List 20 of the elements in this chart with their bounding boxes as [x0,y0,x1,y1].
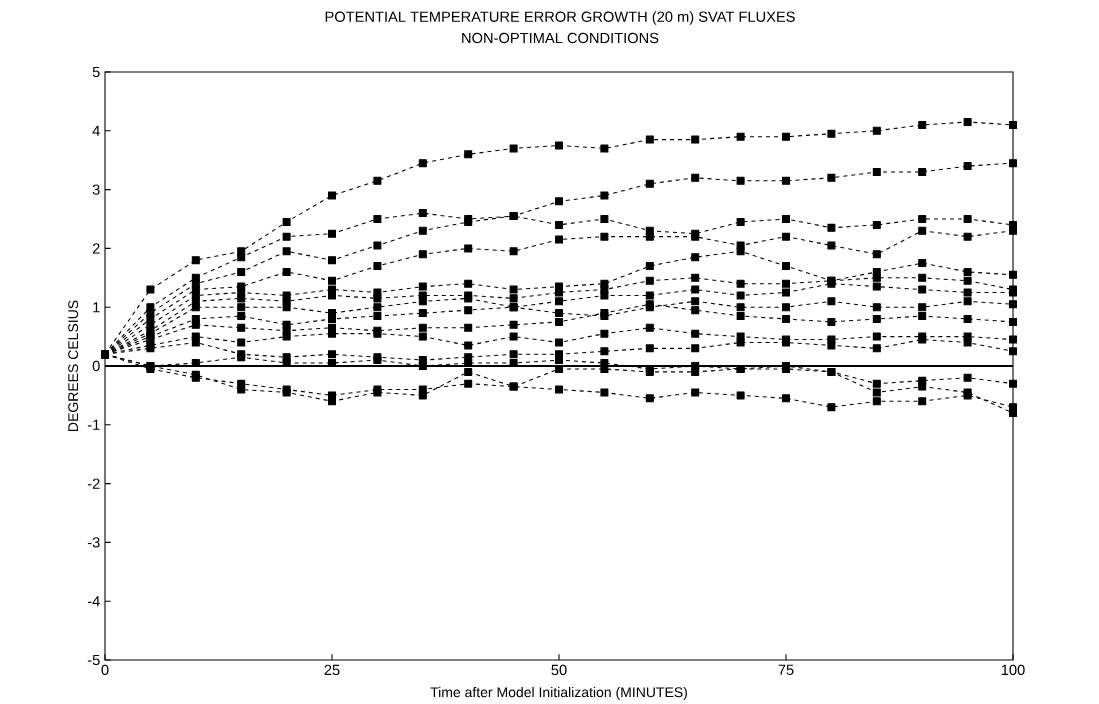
x-tick-label: 100 [1001,664,1025,675]
x-tick-label: 25 [324,664,340,675]
chart-title: POTENTIAL TEMPERATURE ERROR GROWTH (20 m) SVAT FLUXES [325,10,795,25]
x-axis-title: Time after Model Initialization (MINUTES) [430,686,687,700]
y-tick-label: 5 [92,66,100,77]
y-tick-label: 1 [93,301,100,313]
y-tick-label: -2 [87,478,100,489]
y-tick-label: 2 [92,243,100,254]
y-tick-label: -3 [87,537,100,548]
y-axis-title: DEGREES CELSIUS [68,300,79,431]
y-tick-label: -4 [87,595,100,607]
x-tick-label: 75 [778,664,794,675]
y-tick-label: 3 [92,184,100,195]
y-tick-label: -5 [87,654,100,665]
x-tick-label: 0 [101,664,109,675]
y-tick-label: -1 [87,419,100,430]
chart-subtitle: NON-OPTIMAL CONDITIONS [462,32,659,43]
x-tick-label: 50 [551,664,567,675]
y-tick-label: 4 [92,125,100,136]
y-tick-label: 0 [92,360,100,371]
